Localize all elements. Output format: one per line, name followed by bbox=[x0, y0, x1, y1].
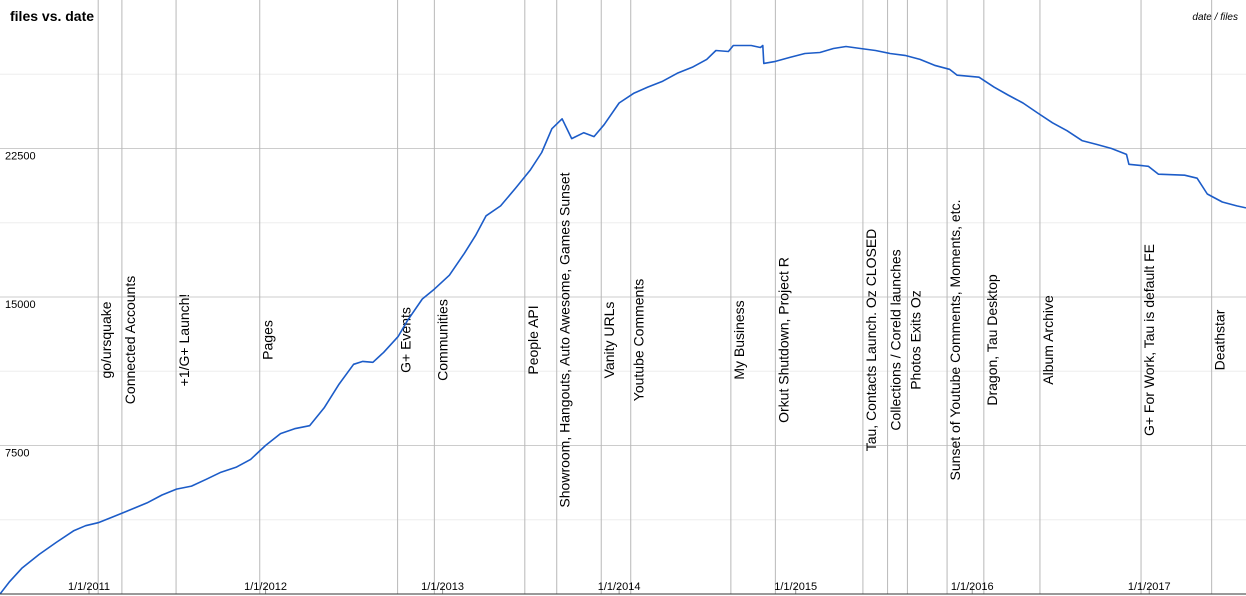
annotation-label: My Business bbox=[731, 300, 747, 379]
annotation-label: Sunset of Youtube Comments, Moments, etc… bbox=[947, 200, 963, 481]
annotation-label: Pages bbox=[260, 320, 276, 360]
chart-title: files vs. date bbox=[10, 8, 95, 24]
x-tick-label: 1/1/2011 bbox=[68, 581, 110, 593]
x-tick-label: 1/1/2013 bbox=[421, 581, 464, 593]
series-line bbox=[0, 44, 1246, 595]
legend-label: date / files bbox=[1192, 12, 1238, 23]
annotation-label: +1/G+ Launch! bbox=[176, 294, 192, 387]
axes: 7500 15000 22500 1/1/2011 1/1/2012 1/1/2013 1/… bbox=[0, 151, 1246, 595]
annotation-label: G+ Events bbox=[398, 307, 414, 373]
annotation-label: Collections / Coreld launches bbox=[888, 249, 904, 430]
annotation-label: Album Archive bbox=[1040, 295, 1056, 385]
gridlines bbox=[0, 73, 1246, 521]
annotation-label: Deathstar bbox=[1212, 309, 1228, 370]
annotation-label: Vanity URLs bbox=[601, 302, 617, 379]
annotation-label: go/ursquake bbox=[98, 301, 114, 378]
x-tick-label: 1/1/2012 bbox=[244, 581, 287, 593]
y-tick-label: 15000 bbox=[5, 299, 36, 311]
annotation-label: Showroom, Hangouts, Auto Awesome, Games … bbox=[557, 172, 573, 507]
annotation-label: G+ For Work, Tau is default FE bbox=[1141, 244, 1157, 436]
annotation-label: Communities bbox=[434, 299, 450, 381]
annotation-label: Photos Exits Oz bbox=[907, 290, 923, 390]
x-tick-label: 1/1/2015 bbox=[774, 581, 817, 593]
series-group bbox=[0, 44, 1246, 595]
annotation-label: Orkut Shutdown, Project R bbox=[775, 257, 791, 423]
annotation-lines: go/ursquake Connected Accounts +1/G+ Launc… bbox=[97, 0, 1228, 594]
annotation-label: Youtube Comments bbox=[631, 279, 647, 401]
x-tick-label: 1/1/2014 bbox=[598, 581, 641, 593]
annotation-label: People API bbox=[525, 305, 541, 374]
x-tick-label: 1/1/2017 bbox=[1128, 581, 1171, 593]
y-tick-label: 7500 bbox=[5, 448, 29, 460]
annotation-label: Tau, Contacts Launch. Oz CLOSED bbox=[863, 229, 879, 452]
annotation-label: Dragon, Tau Desktop bbox=[984, 274, 1000, 405]
x-tick-label: 1/1/2016 bbox=[951, 581, 994, 593]
annotation-label: Connected Accounts bbox=[122, 276, 138, 404]
y-tick-label: 22500 bbox=[5, 151, 36, 163]
